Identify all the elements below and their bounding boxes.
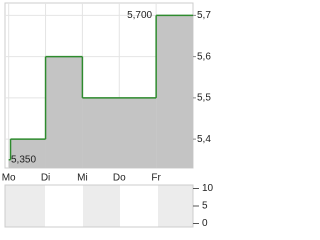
- day-band: [5, 185, 45, 227]
- area: [45, 56, 83, 168]
- y-tick-label: 5,5: [197, 93, 211, 104]
- y-tick-label: 5,4: [197, 134, 211, 145]
- annotation: 5,700: [127, 10, 152, 21]
- x-tick-label: Mi: [77, 173, 88, 184]
- annotation: 5,350: [11, 154, 36, 165]
- area: [8, 159, 11, 168]
- area: [82, 97, 157, 168]
- y-tick-label: 5,6: [197, 51, 211, 62]
- x-tick-label: Fr: [151, 173, 161, 184]
- y-tick-label: 5,7: [197, 10, 211, 21]
- area: [10, 139, 46, 168]
- y-tick-label: 5: [202, 201, 208, 212]
- day-band: [158, 185, 193, 227]
- x-tick-label: Do: [113, 173, 126, 184]
- y-tick-label: 0: [202, 218, 208, 229]
- area: [156, 15, 193, 168]
- x-tick-label: Mo: [2, 173, 16, 184]
- day-band: [83, 185, 120, 227]
- x-tick-label: Di: [41, 173, 50, 184]
- chart: Mo Di Mi Do Fr 5,4 5,5 5,6 5,7 5,350 5,700 0 5 10: [2, 2, 214, 229]
- y-tick-label: 10: [202, 183, 214, 194]
